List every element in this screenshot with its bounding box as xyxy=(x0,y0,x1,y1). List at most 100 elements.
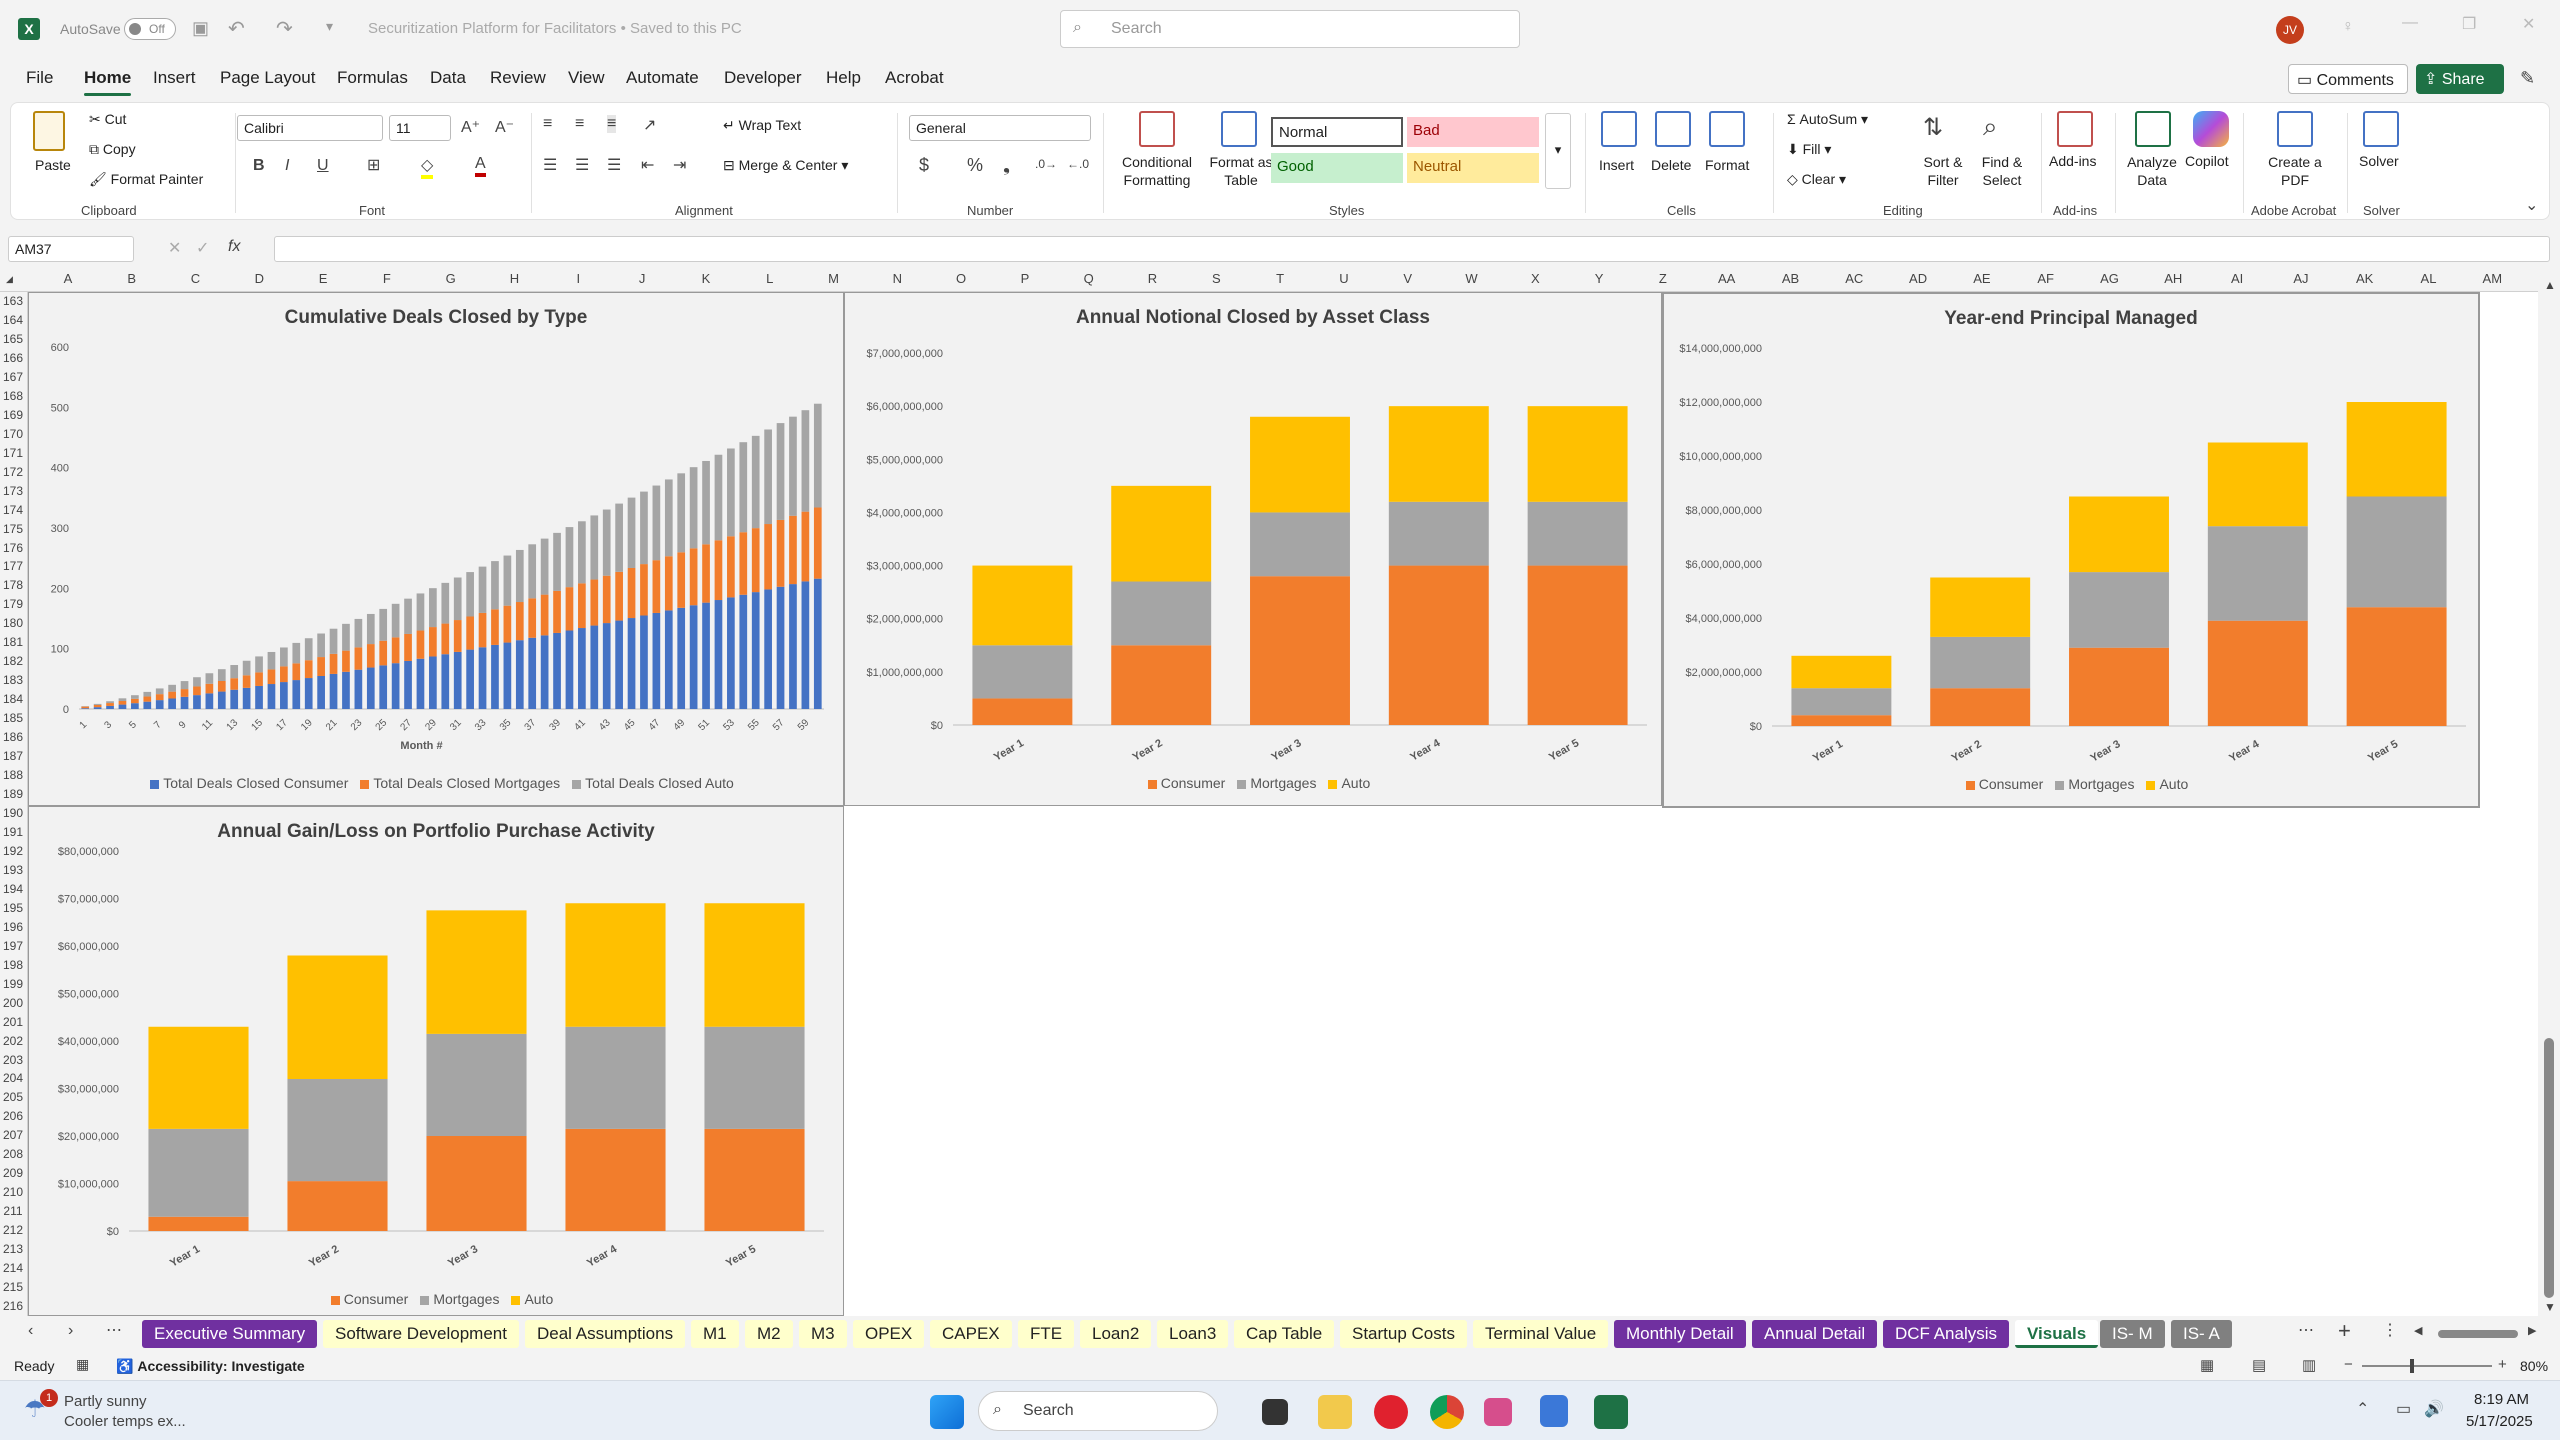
menu-acrobat[interactable]: Acrobat xyxy=(885,68,944,87)
row-header[interactable]: 165 xyxy=(2,331,24,346)
row-header[interactable]: 195 xyxy=(2,900,24,915)
menu-help[interactable]: Help xyxy=(826,68,861,87)
scroll-up-icon[interactable]: ▲ xyxy=(2544,278,2556,292)
opera-icon[interactable] xyxy=(1374,1395,1408,1429)
file-explorer-icon[interactable] xyxy=(1318,1395,1352,1429)
sort-filter-button[interactable]: Sort & Filter xyxy=(1923,154,1963,188)
row-header[interactable]: 202 xyxy=(2,1033,24,1048)
row-header[interactable]: 182 xyxy=(2,654,24,669)
zoom-thumb[interactable] xyxy=(2410,1359,2414,1373)
format-painter-button[interactable]: 🖌 Format Painter xyxy=(89,171,203,188)
task-view-icon[interactable] xyxy=(1262,1399,1288,1425)
solver-button[interactable]: Solver xyxy=(2359,153,2399,169)
sheet-tab[interactable]: CAPEX xyxy=(930,1320,1012,1348)
sheet-tab[interactable]: Visuals xyxy=(2015,1320,2099,1348)
column-header[interactable]: AD xyxy=(1909,271,1928,286)
style-bad[interactable]: Bad xyxy=(1407,117,1539,147)
currency-icon[interactable]: $ xyxy=(919,155,930,175)
row-header[interactable]: 185 xyxy=(2,711,24,726)
column-header[interactable]: N xyxy=(892,271,902,286)
chart-principal-managed[interactable]: Year-end Principal Managed $0 $2,000,000,… xyxy=(1662,292,2480,808)
row-header[interactable]: 179 xyxy=(2,597,24,612)
taskbar-search[interactable]: ⌕ Search xyxy=(978,1391,1218,1431)
row-header[interactable]: 190 xyxy=(2,806,24,820)
column-header[interactable]: A xyxy=(63,271,73,286)
style-neutral[interactable]: Neutral xyxy=(1407,153,1539,183)
delete-cells-icon[interactable] xyxy=(1655,111,1691,147)
column-header[interactable]: AC xyxy=(1845,271,1864,286)
column-header[interactable]: M xyxy=(828,271,839,286)
zoom-slider[interactable] xyxy=(2362,1359,2492,1373)
clock-date[interactable]: 5/17/2025 xyxy=(2466,1413,2533,1430)
comma-icon[interactable]: ❟ xyxy=(1003,155,1011,175)
row-header[interactable]: 176 xyxy=(2,540,24,555)
insert-cells-button[interactable]: Insert xyxy=(1599,157,1635,173)
collapse-ribbon-icon[interactable]: ⌄ xyxy=(2525,197,2539,214)
column-header[interactable]: E xyxy=(318,271,328,286)
align-bottom-icon[interactable]: ≡ xyxy=(607,115,617,133)
scroll-down-icon[interactable]: ▼ xyxy=(2544,1300,2556,1314)
column-header[interactable]: R xyxy=(1147,271,1158,286)
row-header[interactable]: 193 xyxy=(2,862,24,877)
accessibility-status[interactable]: ♿ Accessibility: Investigate xyxy=(116,1358,305,1375)
merge-center-button[interactable]: ⊟ Merge & Center ▾ xyxy=(723,157,849,173)
close-icon[interactable]: ✕ xyxy=(2522,16,2536,33)
name-box[interactable]: AM37 xyxy=(8,236,134,262)
row-header[interactable]: 171 xyxy=(2,445,24,460)
font-size-select[interactable]: 11 xyxy=(389,115,451,141)
align-top-icon[interactable]: ≡ xyxy=(543,115,553,132)
menu-page-layout[interactable]: Page Layout xyxy=(220,68,316,87)
column-header[interactable]: Q xyxy=(1083,271,1094,286)
scroll-right-icon[interactable]: ▶ xyxy=(2528,1325,2537,1337)
chart-gain-loss[interactable]: Annual Gain/Loss on Portfolio Purchase A… xyxy=(28,806,844,1316)
comments-button[interactable]: ▭ Comments xyxy=(2288,64,2408,94)
more-sheets-icon[interactable]: ⋯ xyxy=(106,1322,122,1339)
orientation-icon[interactable]: ↗ xyxy=(643,117,657,134)
scroll-thumb[interactable] xyxy=(2544,1038,2554,1298)
restore-icon[interactable]: ❐ xyxy=(2462,16,2477,33)
customize-qat-icon[interactable]: ▾ xyxy=(326,18,334,34)
row-header[interactable]: 163 xyxy=(2,294,24,308)
sheet-tab[interactable]: IS- M xyxy=(2100,1320,2165,1348)
sheet-tab[interactable]: Startup Costs xyxy=(1340,1320,1467,1348)
row-header[interactable]: 196 xyxy=(2,919,24,934)
sheet-tab[interactable]: M1 xyxy=(691,1320,739,1348)
clock-time[interactable]: 8:19 AM xyxy=(2474,1391,2530,1408)
row-header[interactable]: 197 xyxy=(2,938,24,953)
snipping-tool-icon[interactable] xyxy=(1484,1398,1512,1426)
column-header[interactable]: AK xyxy=(2356,271,2374,286)
row-header[interactable]: 184 xyxy=(2,692,24,707)
row-header[interactable]: 207 xyxy=(2,1128,24,1143)
column-header[interactable]: X xyxy=(1530,271,1540,286)
hscroll-thumb[interactable] xyxy=(2438,1330,2518,1338)
column-header[interactable]: AG xyxy=(2100,271,2119,286)
sheet-tab[interactable]: Annual Detail xyxy=(1752,1320,1878,1348)
create-pdf-button[interactable]: Create a PDF xyxy=(2268,154,2322,188)
sheet-tab[interactable]: Deal Assumptions xyxy=(525,1320,686,1348)
conditional-formatting-icon[interactable] xyxy=(1139,111,1175,147)
sheet-tab[interactable]: Loan2 xyxy=(1080,1320,1152,1348)
undo-icon[interactable]: ↶ xyxy=(228,18,245,40)
formula-input[interactable] xyxy=(274,236,2550,262)
paste-icon[interactable] xyxy=(33,111,65,151)
column-header[interactable]: F xyxy=(382,271,391,286)
insert-cells-icon[interactable] xyxy=(1601,111,1637,147)
weather-widget[interactable]: ☂ 1 Partly sunny Cooler temps ex... xyxy=(24,1389,224,1431)
menu-review[interactable]: Review xyxy=(490,68,546,87)
menu-data[interactable]: Data xyxy=(430,68,466,87)
menu-formulas[interactable]: Formulas xyxy=(337,68,408,87)
align-middle-icon[interactable]: ≡ xyxy=(575,115,585,132)
column-header[interactable]: AM xyxy=(2482,271,2503,286)
sheet-tab[interactable]: M2 xyxy=(745,1320,793,1348)
select-all-corner[interactable]: ◢ xyxy=(6,274,13,284)
excel-logo-icon[interactable]: X xyxy=(18,18,40,40)
fill-button[interactable]: ⬇ Fill ▾ xyxy=(1787,141,1832,157)
format-cells-icon[interactable] xyxy=(1709,111,1745,147)
chrome-icon[interactable] xyxy=(1430,1395,1464,1429)
vertical-scrollbar[interactable]: ▲ ▼ xyxy=(2538,278,2560,1316)
windows-start-icon[interactable] xyxy=(930,1395,964,1429)
find-select-button[interactable]: Find & Select xyxy=(1981,154,2023,188)
row-header[interactable]: 203 xyxy=(2,1052,24,1067)
column-header[interactable]: I xyxy=(576,271,581,286)
menu-view[interactable]: View xyxy=(568,68,605,87)
